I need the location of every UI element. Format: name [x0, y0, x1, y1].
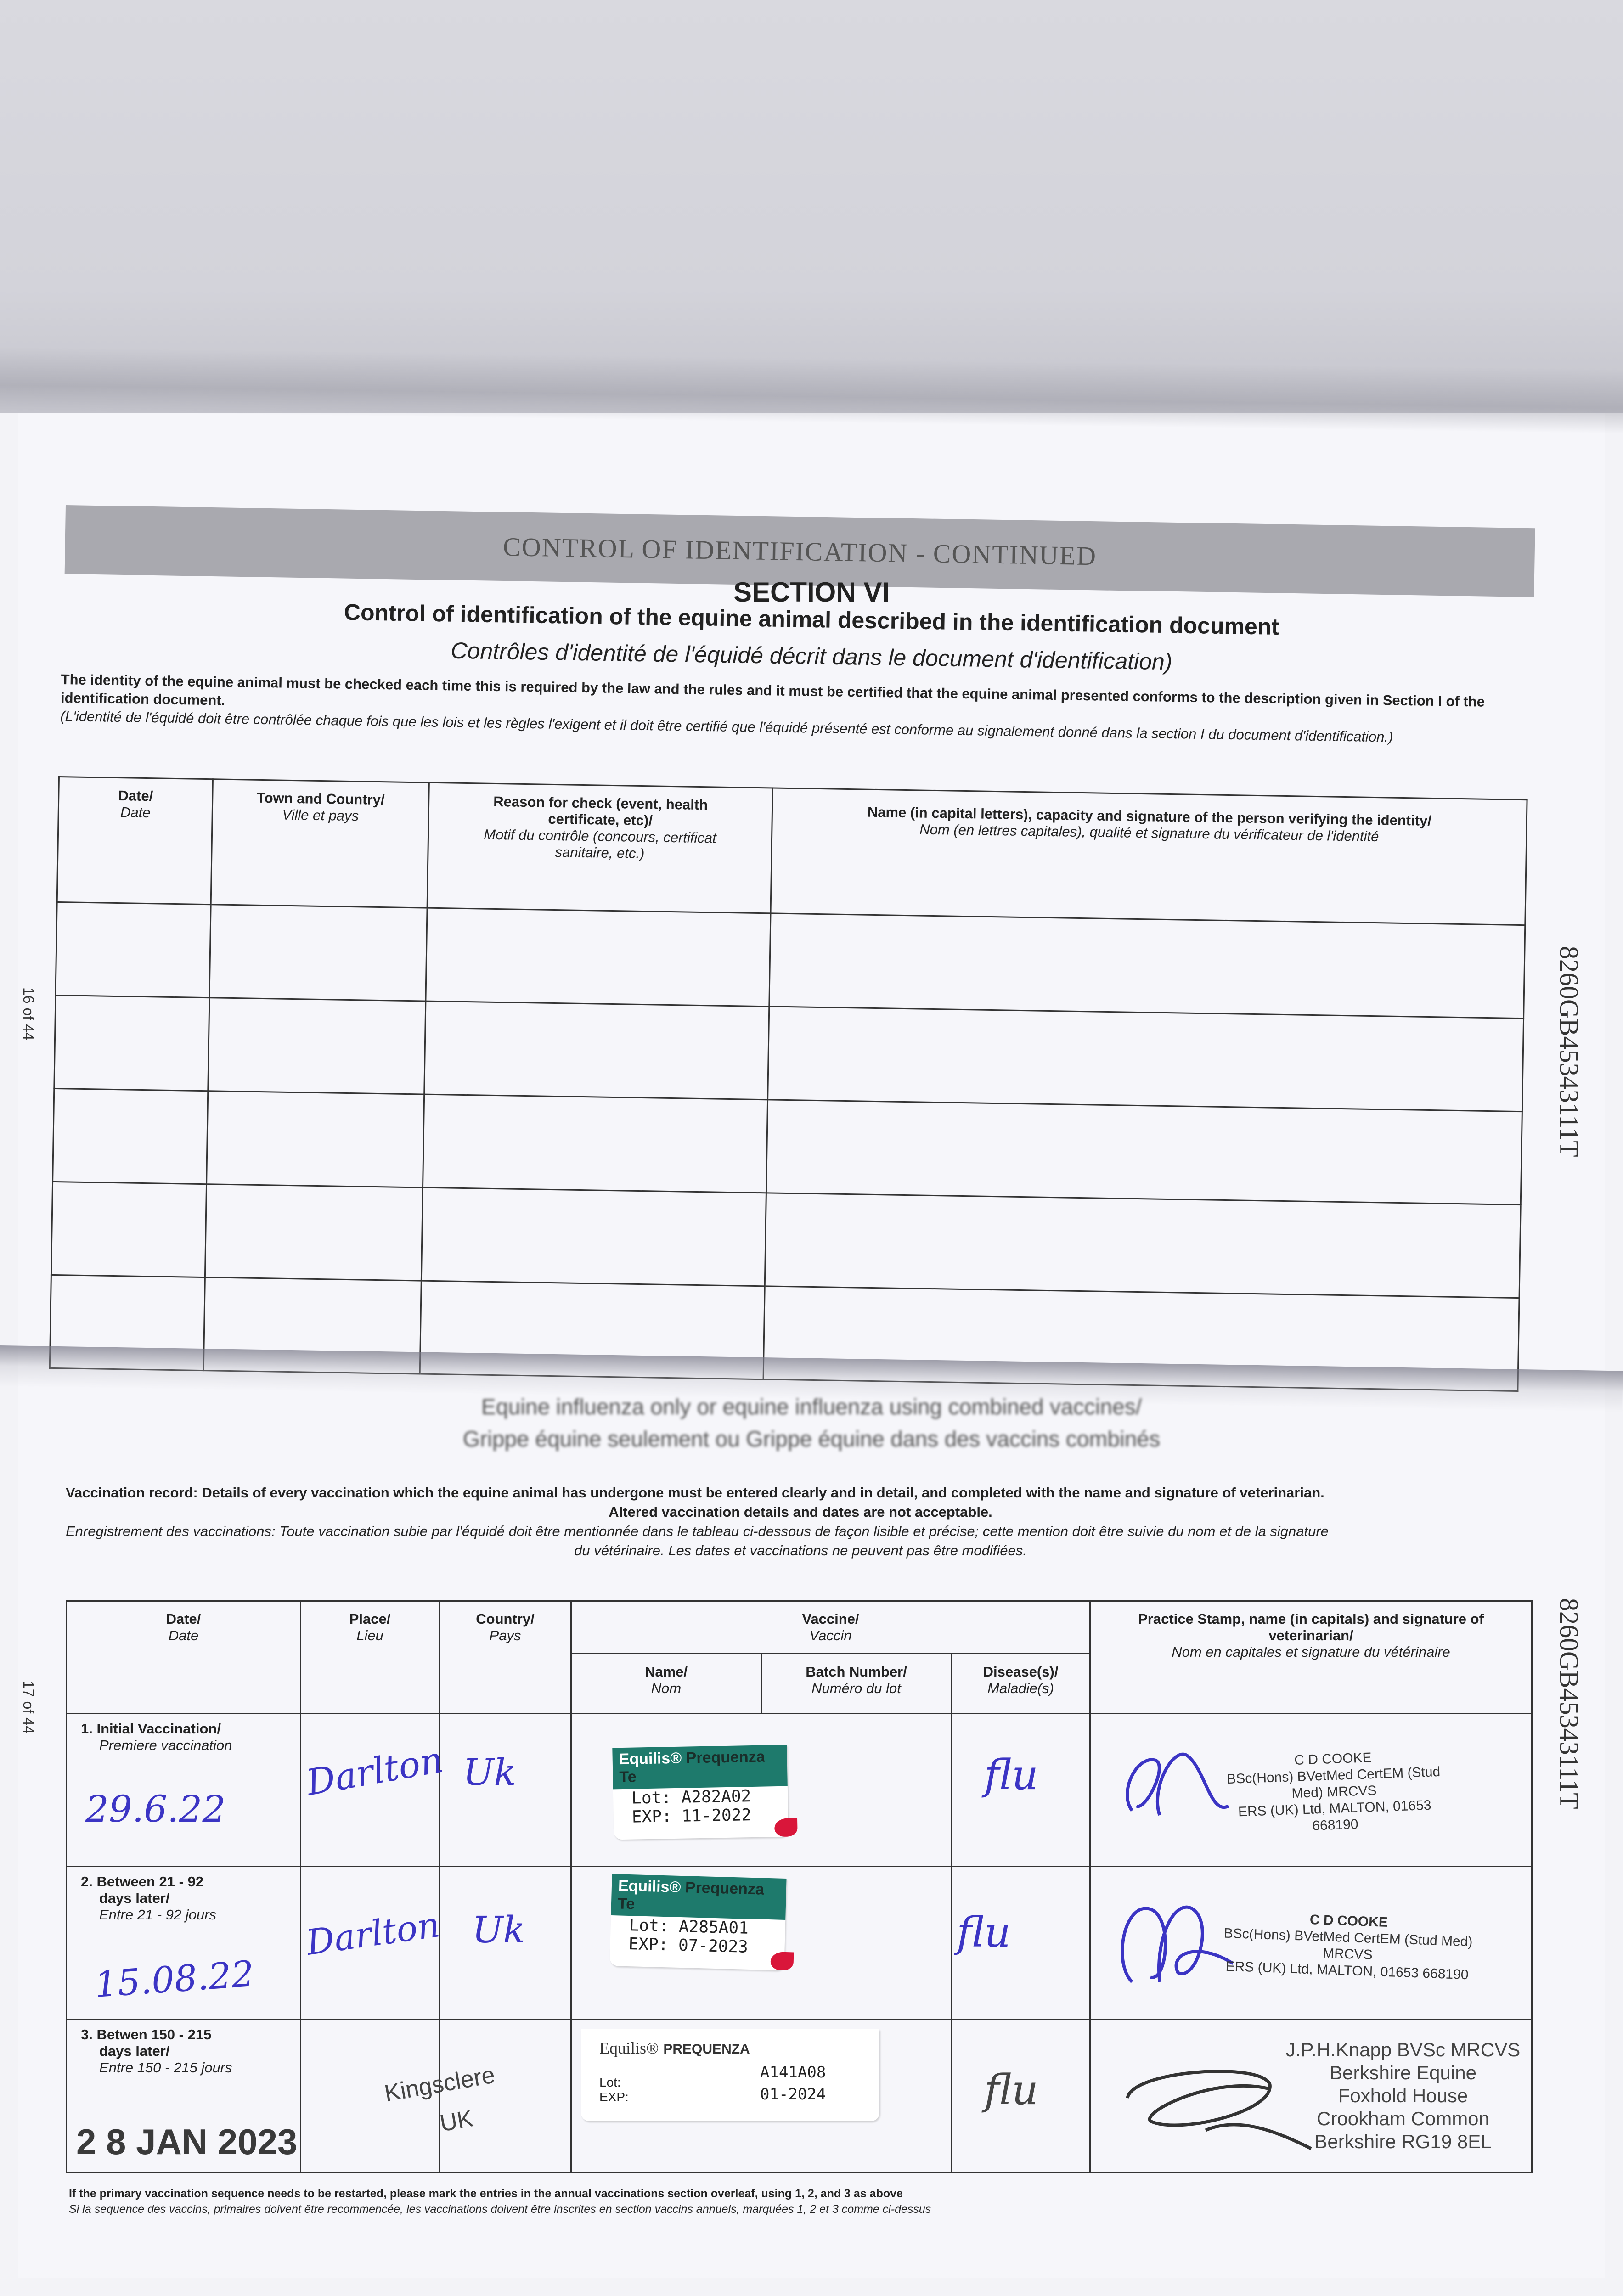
empty-cell[interactable]: [55, 902, 211, 998]
vaccine-label-cell[interactable]: Equilis® Prequenza Te Lot: A282A02 EXP: …: [570, 1713, 952, 1867]
passport-number-top: 8260GB45343111T: [1554, 946, 1584, 1157]
empty-cell[interactable]: [767, 1006, 1524, 1112]
disease-cell[interactable]: flu: [950, 1713, 1091, 1867]
influenza-heading: Equine influenza only or equine influenz…: [0, 1391, 1623, 1456]
handwritten-date: 29.6.22: [85, 1788, 226, 1830]
country-stamp: UK: [438, 2105, 475, 2137]
record-english-2: Altered vaccination details and dates ar…: [609, 1504, 992, 1520]
handwritten-country: Uk: [463, 1751, 516, 1794]
vaccine-label-cell[interactable]: Equilis® PREQUENZA Lot: EXP: A141A08 01-20…: [570, 2019, 952, 2173]
empty-cell[interactable]: [425, 908, 771, 1007]
empty-cell[interactable]: [766, 1099, 1522, 1205]
record-english: Vaccination record: Details of every vac…: [66, 1485, 1324, 1501]
handwritten-date: 15.08.22: [93, 1953, 256, 2006]
handwritten-disease: flu: [957, 1908, 1011, 1957]
peel-tab-icon: [774, 1818, 798, 1837]
empty-cell[interactable]: [423, 1094, 768, 1193]
empty-cell[interactable]: [209, 904, 428, 1002]
vaccine-sticker: Equilis® Prequenza Te Lot: A285A01 EXP: …: [609, 1874, 794, 1971]
identity-check-table: Date/Date Town and Country/Ville et pays…: [49, 776, 1528, 1392]
empty-cell[interactable]: [206, 1091, 424, 1188]
empty-cell[interactable]: [421, 1187, 766, 1286]
place-cell[interactable]: Darlton: [300, 1866, 442, 2020]
table-subheader-row: Name/Nom Batch Number/Numéro du lot Dise…: [67, 1653, 1532, 1714]
empty-cell[interactable]: [54, 995, 209, 1091]
place-cell[interactable]: Kingsclere: [300, 2019, 497, 2173]
empty-cell[interactable]: [205, 1184, 423, 1281]
table-row: 3. Betwen 150 - 215 days later/Entre 150 …: [66, 2019, 1533, 2173]
passport-number-bottom: 8260GB45343111T: [1554, 1598, 1584, 1809]
vet-cell[interactable]: J.P.H.Knapp BVSc MRCVS Berkshire Equine Fo…: [1089, 2019, 1533, 2173]
vet-stamp: C D COOKE BSc(Hons) BVetMed CertEM (Stud …: [1223, 1912, 1473, 1983]
disease-cell[interactable]: flu: [950, 2019, 1091, 2173]
scanner-background: [0, 0, 1623, 413]
footer-french: Si la sequence des vaccins, primaires do…: [69, 2203, 931, 2216]
header-name: Name/Nom: [570, 1653, 762, 1714]
empty-cell[interactable]: [51, 1182, 207, 1277]
peel-tab-icon: [770, 1952, 794, 1971]
table-row: 2. Between 21 - 92 days later/Entre 21 - …: [66, 1866, 1533, 2020]
country-cell[interactable]: UK: [438, 2019, 572, 2173]
date-cell[interactable]: 3. Betwen 150 - 215 days later/Entre 150 …: [66, 2019, 301, 2173]
influenza-heading-english: Equine influenza only or equine influenz…: [481, 1395, 1142, 1419]
table-header-row: Date/Date Place/Lieu Country/Pays Vaccin…: [66, 1600, 1533, 1714]
handwritten-disease: flu: [984, 1751, 1038, 1799]
table-row: 1. Initial Vaccination/Premiere vaccinat…: [66, 1713, 1533, 1867]
header-date: Date/Date: [66, 1600, 301, 1714]
empty-cell[interactable]: [765, 1193, 1521, 1298]
handwritten-place: Darlton: [304, 1904, 442, 1963]
header-reason: Reason for check (event, health certific…: [427, 782, 773, 913]
signature-knapp-icon: [1126, 2070, 1312, 2150]
page-number-top: 16 of 44: [20, 987, 37, 1041]
vet-stamp: C D COOKE BSc(Hons) BVetMed CertEM (Stud …: [1226, 1750, 1441, 1834]
vet-stamp: J.P.H.Knapp BVSc MRCVS Berkshire Equine Fo…: [1285, 2039, 1521, 2152]
date-cell[interactable]: 2. Between 21 - 92 days later/Entre 21 - …: [66, 1866, 301, 2020]
signature-cooke-icon: [1121, 1905, 1234, 1983]
header-disease: Disease(s)/Maladie(s): [950, 1653, 1091, 1714]
header-batch: Batch Number/Numéro du lot: [761, 1653, 952, 1714]
country-cell[interactable]: Uk: [439, 1866, 572, 2020]
empty-cell[interactable]: [208, 997, 426, 1095]
record-french: Enregistrement des vaccinations: Toute v…: [66, 1523, 1329, 1539]
footer-english: If the primary vaccination sequence need…: [69, 2187, 903, 2200]
influenza-heading-french: Grippe équine seulement ou Grippe équine…: [462, 1427, 1161, 1452]
date-stamp: 2 8 JAN 2023: [76, 2122, 298, 2162]
header-country: Country/Pays: [439, 1600, 572, 1714]
handwritten-disease: flu: [984, 2066, 1038, 2114]
vaccination-record-notice: Vaccination record: Details of every vac…: [66, 1483, 1535, 1560]
footer-note: If the primary vaccination sequence need…: [69, 2186, 931, 2217]
header-vet: Practice Stamp, name (in capitals) and s…: [1089, 1600, 1533, 1714]
vaccine-label-cell[interactable]: Equilis® Prequenza Te Lot: A285A01 EXP: …: [570, 1866, 952, 2020]
signature-cooke-icon: [1126, 1752, 1229, 1816]
empty-cell[interactable]: [769, 913, 1525, 1019]
vaccine-sticker: Equilis® Prequenza Te Lot: A282A02 EXP: …: [612, 1745, 798, 1840]
header-town-country: Town and Country/Ville et pays: [211, 779, 429, 908]
vaccination-table: Date/Date Place/Lieu Country/Pays Vaccin…: [66, 1600, 1533, 2173]
header-date: Date/Date: [57, 777, 213, 905]
vaccine-sticker: Equilis® PREQUENZA Lot: EXP: A141A08 01-20…: [581, 2029, 879, 2121]
vet-cell[interactable]: C D COOKE BSc(Hons) BVetMed CertEM (Stud …: [1089, 1713, 1533, 1867]
disease-cell[interactable]: flu: [950, 1866, 1091, 2020]
date-cell[interactable]: 1. Initial Vaccination/Premiere vaccinat…: [66, 1713, 301, 1867]
header-place: Place/Lieu: [300, 1600, 440, 1714]
header-band-text: CONTROL OF IDENTIFICATION - CONTINUED: [502, 531, 1097, 571]
vet-cell[interactable]: C D COOKE BSc(Hons) BVetMed CertEM (Stud …: [1089, 1866, 1533, 2020]
handwritten-country: Uk: [472, 1908, 525, 1951]
empty-cell[interactable]: [52, 1088, 208, 1184]
table-header-row: Date/Date Town and Country/Ville et pays…: [57, 777, 1527, 925]
page-number-bottom: 17 of 44: [20, 1681, 37, 1734]
place-cell[interactable]: Darlton: [300, 1713, 446, 1867]
country-cell[interactable]: Uk: [439, 1713, 572, 1867]
handwritten-place: Darlton: [303, 1739, 446, 1804]
header-vaccine: Vaccine/Vaccin: [570, 1600, 1091, 1654]
empty-cell[interactable]: [424, 1001, 769, 1100]
section-heading: SECTION VI: [733, 577, 890, 608]
header-verifier: Name (in capital letters), capacity and …: [770, 788, 1527, 925]
record-french-2: du vétérinaire. Les dates et vaccination…: [574, 1542, 1027, 1559]
